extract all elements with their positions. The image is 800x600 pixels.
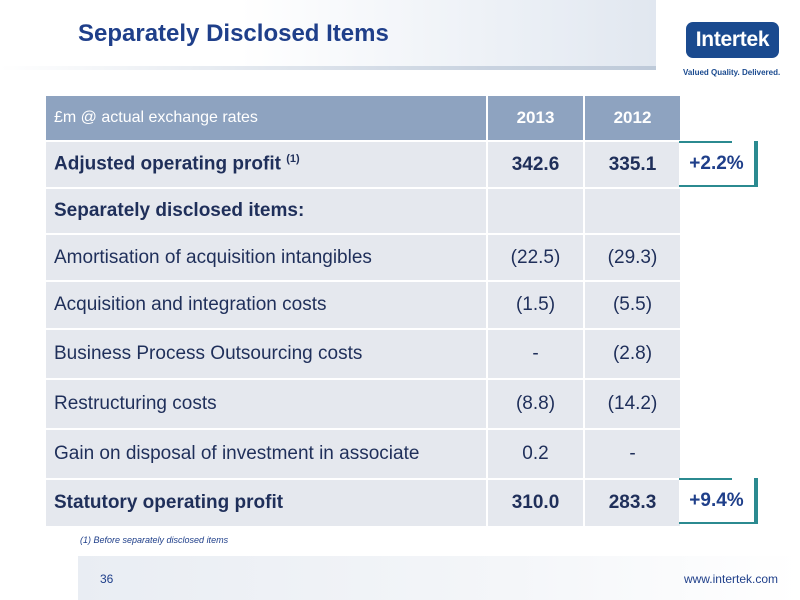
row-value-2012: (14.2) (583, 378, 682, 430)
intertek-logo-icon: Intertek (686, 22, 779, 58)
row-label-text: Adjusted operating profit (54, 153, 281, 175)
row-value-2013: 0.2 (486, 428, 585, 480)
slide-title: Separately Disclosed Items (78, 20, 389, 47)
row-label: Acquisition and integration costs (44, 280, 488, 330)
table-row: Separately disclosed items: (44, 187, 682, 235)
table-row: Business Process Outsourcing costs - (2.… (44, 328, 682, 380)
footer-url: www.intertek.com (683, 572, 778, 586)
header-label: £m @ actual exchange rates (44, 94, 488, 142)
row-value-2013: (1.5) (486, 280, 585, 330)
row-value-2012: (2.8) (583, 328, 682, 380)
row-label: Amortisation of acquisition intangibles (44, 233, 488, 282)
table-row: Restructuring costs (8.8) (14.2) (44, 378, 682, 430)
row-label: Statutory operating profit (44, 478, 488, 528)
growth-statutory-badge: +9.4% (679, 478, 758, 524)
row-value-2013: - (486, 328, 585, 380)
table-row: Gain on disposal of investment in associ… (44, 428, 682, 480)
row-value-2012: (5.5) (583, 280, 682, 330)
row-value-2012: - (583, 428, 682, 480)
row-label: Adjusted operating profit (1) (44, 140, 488, 189)
page-number: 36 (100, 572, 114, 586)
row-value-2012: 283.3 (583, 478, 682, 528)
row-value-2013: (22.5) (486, 233, 585, 282)
footnote: (1) Before separately disclosed items (80, 535, 229, 545)
table-row: Adjusted operating profit (1) 342.6 335.… (44, 140, 682, 189)
table-header-row: £m @ actual exchange rates 2013 2012 (44, 94, 682, 142)
row-value-2012 (583, 187, 682, 235)
table-row: Acquisition and integration costs (1.5) … (44, 280, 682, 330)
row-value-2012: 335.1 (583, 140, 682, 189)
footnote-marker: (1) (286, 153, 300, 166)
logo: Intertek Valued Quality. Delivered. (656, 0, 800, 86)
row-value-2013: (8.8) (486, 378, 585, 430)
table-row: Statutory operating profit 310.0 283.3 (44, 478, 682, 528)
row-value-2013: 310.0 (486, 478, 585, 528)
row-label: Gain on disposal of investment in associ… (44, 428, 488, 480)
row-label: Separately disclosed items: (44, 187, 488, 235)
row-label: Restructuring costs (44, 378, 488, 430)
header-year-2012: 2012 (583, 94, 682, 142)
row-value-2013 (486, 187, 585, 235)
row-value-2012: (29.3) (583, 233, 682, 282)
row-label: Business Process Outsourcing costs (44, 328, 488, 380)
header-year-2013: 2013 (486, 94, 585, 142)
table-row: Amortisation of acquisition intangibles … (44, 233, 682, 282)
financial-table: £m @ actual exchange rates 2013 2012 Adj… (44, 94, 682, 528)
growth-adjusted-badge: +2.2% (679, 141, 758, 187)
logo-tagline: Valued Quality. Delivered. (683, 68, 781, 77)
footer-band (78, 556, 800, 600)
row-value-2013: 342.6 (486, 140, 585, 189)
